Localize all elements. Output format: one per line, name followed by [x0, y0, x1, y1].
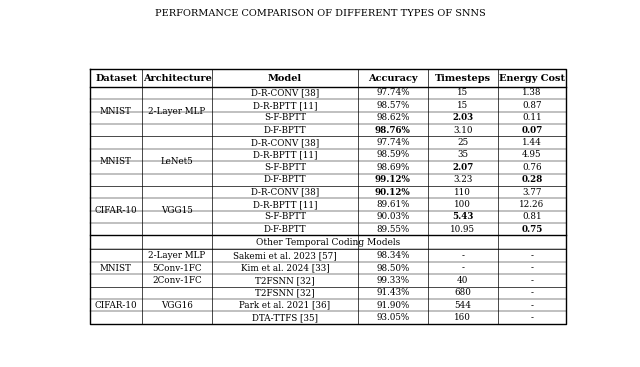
Text: LeNet5: LeNet5: [161, 157, 193, 166]
Text: S-F-BPTT: S-F-BPTT: [264, 163, 306, 172]
Text: 2Conv-1FC: 2Conv-1FC: [152, 276, 202, 285]
Text: D-F-BPTT: D-F-BPTT: [264, 126, 307, 135]
Text: D-R-BPTT [11]: D-R-BPTT [11]: [253, 150, 317, 159]
Text: Model: Model: [268, 74, 302, 83]
Text: VGG16: VGG16: [161, 301, 193, 310]
Text: 110: 110: [454, 188, 471, 197]
Text: 91.90%: 91.90%: [376, 301, 410, 310]
Text: 1.44: 1.44: [522, 138, 542, 147]
Text: PERFORMANCE COMPARISON OF DIFFERENT TYPES OF SNNS: PERFORMANCE COMPARISON OF DIFFERENT TYPE…: [155, 9, 485, 18]
Text: 98.59%: 98.59%: [376, 150, 410, 159]
Text: Dataset: Dataset: [95, 74, 137, 83]
Text: 0.28: 0.28: [521, 175, 543, 184]
Text: Accuracy: Accuracy: [368, 74, 417, 83]
Text: 90.12%: 90.12%: [375, 188, 411, 197]
Text: 2-Layer MLP: 2-Layer MLP: [148, 251, 205, 260]
Text: 5.43: 5.43: [452, 212, 474, 221]
Text: 100: 100: [454, 200, 471, 209]
Text: CIFAR-10: CIFAR-10: [95, 301, 138, 310]
Text: Energy Cost: Energy Cost: [499, 74, 565, 83]
Text: -: -: [531, 276, 533, 285]
Text: 99.33%: 99.33%: [376, 276, 410, 285]
Text: -: -: [461, 264, 464, 273]
Text: 10.95: 10.95: [451, 225, 476, 234]
Text: MNIST: MNIST: [100, 157, 132, 166]
Text: MNIST: MNIST: [100, 107, 132, 116]
Text: 0.76: 0.76: [522, 163, 541, 172]
Text: VGG15: VGG15: [161, 206, 193, 215]
Text: 98.62%: 98.62%: [376, 113, 410, 122]
Text: D-R-CONV [38]: D-R-CONV [38]: [251, 88, 319, 98]
Text: 15: 15: [457, 88, 468, 98]
Text: -: -: [531, 288, 533, 297]
Text: 4.95: 4.95: [522, 150, 541, 159]
Text: 160: 160: [454, 313, 471, 322]
Text: Kim et al. 2024 [33]: Kim et al. 2024 [33]: [241, 264, 330, 273]
Text: 0.87: 0.87: [522, 101, 541, 110]
Text: 5Conv-1FC: 5Conv-1FC: [152, 264, 202, 273]
Text: 3.23: 3.23: [453, 175, 472, 184]
Text: 1.38: 1.38: [522, 88, 541, 98]
Text: D-R-CONV [38]: D-R-CONV [38]: [251, 138, 319, 147]
Text: D-R-BPTT [11]: D-R-BPTT [11]: [253, 101, 317, 110]
Text: Park et al. 2021 [36]: Park et al. 2021 [36]: [239, 301, 330, 310]
Text: T2FSNN [32]: T2FSNN [32]: [255, 288, 315, 297]
Text: 98.34%: 98.34%: [376, 251, 410, 260]
Text: -: -: [531, 264, 533, 273]
Text: 0.81: 0.81: [522, 212, 541, 221]
Text: D-R-BPTT [11]: D-R-BPTT [11]: [253, 200, 317, 209]
Text: -: -: [531, 313, 533, 322]
Text: 35: 35: [457, 150, 468, 159]
Text: -: -: [531, 251, 533, 260]
Text: 12.26: 12.26: [519, 200, 545, 209]
Text: 2.07: 2.07: [452, 163, 474, 172]
Text: S-F-BPTT: S-F-BPTT: [264, 113, 306, 122]
Text: Sakemi et al. 2023 [57]: Sakemi et al. 2023 [57]: [233, 251, 337, 260]
Text: 2-Layer MLP: 2-Layer MLP: [148, 107, 205, 116]
Text: 3.77: 3.77: [522, 188, 541, 197]
Text: 25: 25: [457, 138, 468, 147]
Text: 40: 40: [457, 276, 468, 285]
Text: 89.61%: 89.61%: [376, 200, 410, 209]
Text: 2.03: 2.03: [452, 113, 474, 122]
Text: 98.69%: 98.69%: [376, 163, 410, 172]
Text: 93.05%: 93.05%: [376, 313, 410, 322]
Text: 97.74%: 97.74%: [376, 138, 410, 147]
Text: 97.74%: 97.74%: [376, 88, 410, 98]
Text: Architecture: Architecture: [143, 74, 211, 83]
Text: 91.43%: 91.43%: [376, 288, 410, 297]
Text: Timesteps: Timesteps: [435, 74, 491, 83]
Text: 3.10: 3.10: [453, 126, 472, 135]
Text: 98.50%: 98.50%: [376, 264, 410, 273]
Text: 0.75: 0.75: [521, 225, 543, 234]
Text: CIFAR-10: CIFAR-10: [95, 206, 138, 215]
Text: Other Temporal Coding Models: Other Temporal Coding Models: [256, 238, 400, 247]
Text: D-F-BPTT: D-F-BPTT: [264, 225, 307, 234]
Text: 98.57%: 98.57%: [376, 101, 410, 110]
Text: 98.76%: 98.76%: [375, 126, 411, 135]
Text: 0.11: 0.11: [522, 113, 541, 122]
Text: 89.55%: 89.55%: [376, 225, 410, 234]
Text: 90.03%: 90.03%: [376, 212, 410, 221]
Text: S-F-BPTT: S-F-BPTT: [264, 212, 306, 221]
Text: 99.12%: 99.12%: [375, 175, 411, 184]
Text: 15: 15: [457, 101, 468, 110]
Text: D-R-CONV [38]: D-R-CONV [38]: [251, 188, 319, 197]
Text: DTA-TTFS [35]: DTA-TTFS [35]: [252, 313, 318, 322]
Text: 544: 544: [454, 301, 471, 310]
Text: 680: 680: [454, 288, 471, 297]
Text: -: -: [531, 301, 533, 310]
Text: 0.07: 0.07: [521, 126, 543, 135]
Text: T2FSNN [32]: T2FSNN [32]: [255, 276, 315, 285]
Text: MNIST: MNIST: [100, 264, 132, 273]
Text: -: -: [461, 251, 464, 260]
Text: D-F-BPTT: D-F-BPTT: [264, 175, 307, 184]
